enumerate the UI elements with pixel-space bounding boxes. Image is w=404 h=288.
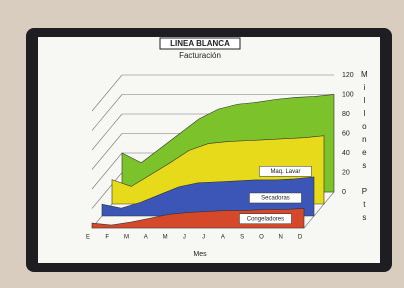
x-tick-label: M — [124, 235, 129, 241]
x-tick-label: A — [144, 235, 148, 241]
legend-label: Maq. Lavar — [270, 169, 300, 175]
y-tick-label: 0 — [342, 189, 346, 196]
x-tick-label: A — [221, 235, 225, 241]
screenshot: LINEA BLANCA Facturación Mes Millones Pt… — [0, 0, 404, 288]
chart-title: LINEA BLANCA — [170, 39, 230, 48]
chart-subtitle: Facturación — [179, 51, 221, 60]
y-tick-label: 20 — [342, 169, 350, 176]
x-axis-label: Mes — [193, 251, 207, 258]
x-tick-label: J — [183, 235, 186, 241]
y-tick-label: 60 — [342, 130, 350, 137]
x-tick-label: N — [279, 235, 283, 241]
y-tick-label: 80 — [342, 111, 350, 118]
x-tick-label: E — [86, 235, 90, 241]
x-tick-label: O — [259, 235, 264, 241]
y-tick-label: 100 — [342, 91, 354, 98]
x-tick-label: J — [202, 235, 205, 241]
x-tick-label: D — [298, 235, 303, 241]
legend-label: Secadoras — [261, 196, 290, 202]
x-tick-label: F — [105, 235, 109, 241]
legend-label: Congeladores — [247, 216, 284, 222]
x-tick-label: M — [163, 235, 168, 241]
x-tick-label: S — [240, 235, 244, 241]
y-tick-label: 120 — [342, 72, 354, 79]
y-tick-label: 40 — [342, 150, 350, 157]
y-axis-label: Millones Pts — [360, 70, 369, 226]
